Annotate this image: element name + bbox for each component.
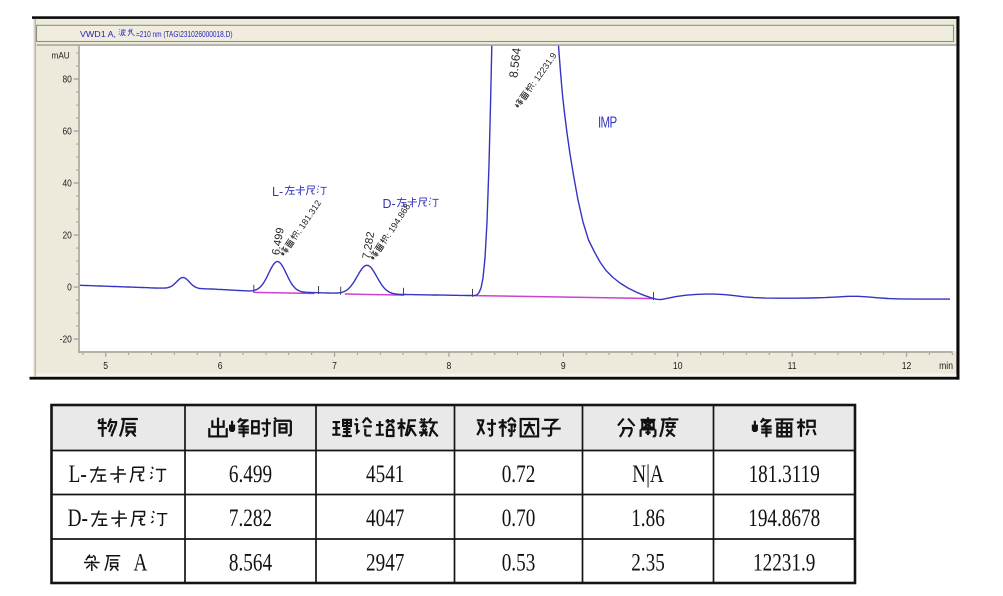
svg-text:7: 7	[332, 360, 337, 372]
svg-text:11: 11	[788, 360, 797, 372]
svg-text:60: 60	[62, 126, 71, 137]
svg-text:0.53: 0.53	[502, 548, 536, 576]
svg-text:40: 40	[62, 178, 71, 189]
svg-text:9: 9	[561, 360, 566, 372]
svg-text:8: 8	[447, 360, 452, 372]
svg-text:0.70: 0.70	[502, 504, 536, 532]
svg-text:0.72: 0.72	[502, 459, 536, 487]
svg-text:6.499: 6.499	[229, 459, 272, 487]
svg-text:VWD1 A,: VWD1 A,	[80, 29, 116, 39]
svg-text:min: min	[939, 360, 953, 372]
svg-text:7.282: 7.282	[361, 231, 378, 260]
svg-text:1.86: 1.86	[631, 504, 665, 532]
svg-text:D-: D-	[383, 197, 396, 211]
svg-text:0: 0	[67, 282, 72, 293]
svg-text:4541: 4541	[366, 459, 404, 487]
svg-text:12: 12	[902, 360, 912, 372]
svg-text:A: A	[134, 548, 148, 576]
svg-text:8.564: 8.564	[229, 548, 272, 576]
svg-text:2.35: 2.35	[631, 548, 665, 576]
svg-text:10: 10	[673, 360, 683, 372]
svg-text:181.3119: 181.3119	[749, 459, 820, 487]
svg-text:20: 20	[62, 230, 71, 241]
svg-text:-20: -20	[60, 334, 72, 345]
svg-text:mAU: mAU	[52, 50, 70, 61]
svg-text:5: 5	[103, 360, 108, 372]
svg-text:12231.9: 12231.9	[753, 548, 815, 576]
svg-text:L-: L-	[69, 459, 87, 487]
svg-text:7.282: 7.282	[229, 504, 272, 532]
svg-text:=210 nm (TAG\231026000018.D): =210 nm (TAG\231026000018.D)	[136, 29, 233, 39]
svg-text:IMP: IMP	[598, 113, 617, 131]
svg-text:8.564: 8.564	[506, 47, 524, 79]
svg-text:2947: 2947	[366, 548, 404, 576]
svg-text:4047: 4047	[366, 504, 404, 532]
svg-text:D-: D-	[68, 504, 88, 532]
svg-text:6: 6	[218, 360, 223, 372]
svg-text:194.8678: 194.8678	[748, 504, 820, 532]
svg-text:80: 80	[62, 74, 71, 85]
svg-text:N|A: N|A	[632, 459, 664, 487]
svg-text:L-: L-	[272, 185, 283, 199]
